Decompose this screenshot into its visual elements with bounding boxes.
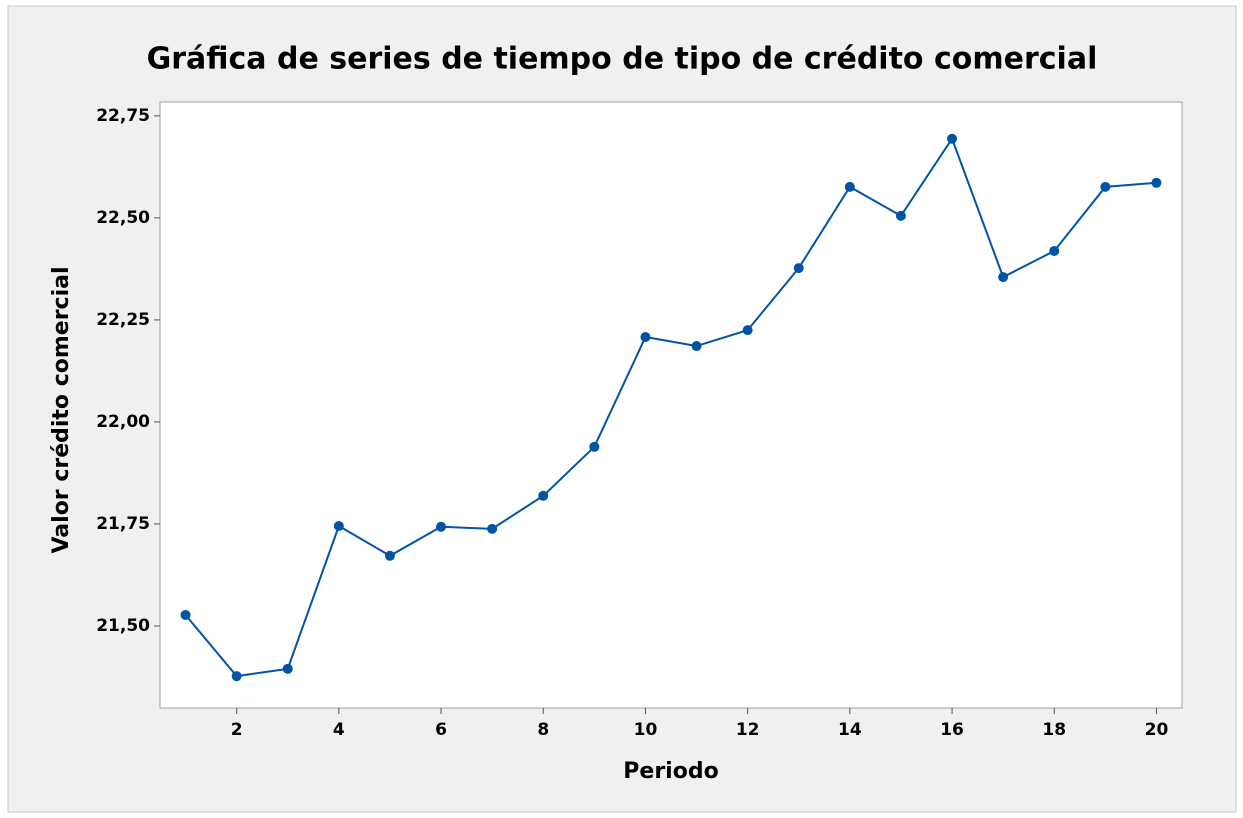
- x-axis-label: Periodo: [623, 759, 718, 784]
- data-point: [947, 133, 958, 144]
- x-tick-label: 8: [537, 720, 549, 740]
- x-tick-label: 12: [736, 720, 760, 740]
- data-point: [282, 663, 293, 674]
- x-tick-label: 2: [231, 720, 243, 740]
- y-tick-label: 21,75: [96, 514, 150, 534]
- data-point: [844, 181, 855, 192]
- chart-title: Gráfica de series de tiempo de tipo de c…: [147, 42, 1098, 77]
- data-point: [793, 263, 804, 274]
- series-line: [184, 136, 1157, 678]
- data-point: [487, 523, 498, 534]
- plot-area: [159, 101, 1183, 709]
- data-point: [895, 210, 906, 221]
- data-point: [1100, 181, 1111, 192]
- data-point: [998, 272, 1009, 283]
- x-tick-label: 18: [1042, 720, 1066, 740]
- data-point: [436, 521, 447, 532]
- y-tick-label: 22,50: [96, 208, 150, 228]
- data-point: [333, 520, 344, 531]
- x-tick-label: 20: [1145, 720, 1169, 740]
- data-point: [1151, 177, 1162, 188]
- data-point: [589, 441, 600, 452]
- data-point: [384, 550, 395, 561]
- y-tick-label: 21,50: [96, 616, 150, 636]
- x-tick-label: 16: [940, 720, 964, 740]
- y-tick-label: 22,25: [96, 310, 150, 330]
- data-point: [1049, 245, 1060, 256]
- data-point: [180, 609, 191, 620]
- x-tick-label: 14: [838, 720, 862, 740]
- y-axis-label: Valor crédito comercial: [49, 266, 74, 553]
- data-point: [538, 490, 549, 501]
- data-point: [691, 341, 702, 352]
- x-tick-label: 6: [435, 720, 447, 740]
- x-tick-label: 4: [333, 720, 345, 740]
- y-tick-label: 22,75: [96, 106, 150, 126]
- data-point: [640, 332, 651, 343]
- y-tick-label: 22,00: [96, 412, 150, 432]
- data-point: [231, 671, 242, 682]
- x-tick-label: 10: [634, 720, 658, 740]
- data-point: [742, 325, 753, 336]
